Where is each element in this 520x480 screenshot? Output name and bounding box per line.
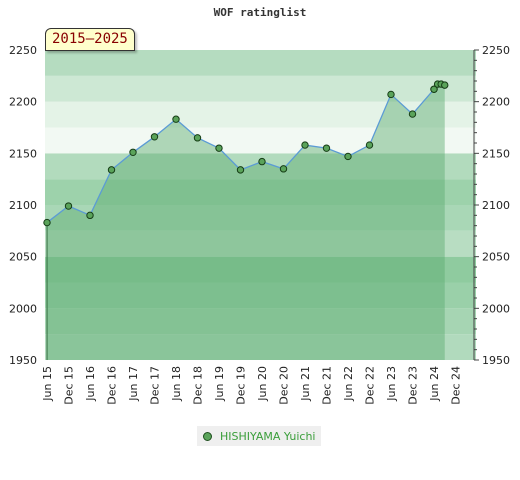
data-point — [430, 85, 438, 93]
y-tick-label-right: 2250 — [482, 44, 510, 57]
legend-label: HISHIYAMA Yuichi — [220, 429, 316, 443]
series-line — [46, 83, 445, 224]
data-point — [441, 81, 449, 89]
data-point — [322, 144, 331, 152]
x-axis: Jun 15 Dec 15 Jun 16 Dec 16 Jun 17 Dec 17 Jun … — [41, 366, 463, 405]
y-tick-label-right: 2050 — [482, 251, 510, 264]
data-point — [64, 202, 73, 210]
data-point — [236, 166, 245, 174]
y-tick-label-right: 2200 — [482, 96, 510, 109]
x-tick-label: Dec 18 — [192, 366, 205, 405]
grid-band — [45, 127, 476, 154]
data-point — [150, 133, 159, 141]
grid-band — [45, 179, 476, 205]
x-tick-label: Jun 20 — [256, 366, 269, 402]
x-tick-label: Jun 19 — [213, 366, 226, 402]
x-tick-label: Jun 16 — [84, 366, 97, 402]
data-point — [344, 152, 352, 161]
y-axis-left: 1950 2000 2050 2100 2150 2200 2250 — [9, 44, 37, 367]
x-tick-label: Jun 18 — [170, 366, 183, 402]
data-point — [193, 134, 202, 142]
grid-band — [45, 282, 476, 309]
grid-band — [45, 256, 476, 283]
y-tick-label-left: 2250 — [9, 44, 37, 57]
legend-marker-icon — [203, 431, 212, 441]
y-tick-label-left: 2200 — [9, 96, 37, 109]
chart-title: WOF ratinglist — [213, 6, 307, 19]
y-tick-label-left: 2050 — [9, 251, 37, 264]
grid-band — [45, 50, 476, 76]
x-tick-label: Dec 24 — [450, 366, 463, 405]
x-tick-label: Jun 23 — [385, 366, 398, 402]
data-point — [365, 141, 374, 149]
data-point — [258, 157, 266, 166]
data-point — [387, 90, 395, 99]
data-point — [215, 144, 223, 152]
data-point — [129, 148, 137, 157]
x-tick-label: Dec 23 — [407, 366, 420, 405]
x-tick-label: Dec 15 — [63, 366, 76, 405]
y-axis-right: 1950 2000 2050 2100 2150 2200 2250 — [473, 44, 510, 367]
x-tick-label: Jun 24 — [428, 366, 441, 402]
data-point — [107, 166, 116, 174]
points-layer — [43, 80, 449, 227]
x-tick-label: Dec 20 — [278, 366, 291, 405]
data-point — [301, 141, 309, 149]
y-tick-label-left: 2000 — [9, 302, 37, 315]
data-point — [279, 165, 288, 173]
y-tick-label-left: 1950 — [9, 354, 37, 367]
period-badge: 2015–2025 — [45, 28, 135, 51]
data-point — [86, 211, 94, 220]
x-tick-label: Jun 21 — [299, 366, 312, 402]
y-tick-label-right: 2000 — [482, 302, 510, 315]
background-bands — [45, 50, 476, 360]
x-tick-label: Dec 17 — [149, 366, 162, 405]
grid-band — [45, 334, 476, 360]
grid-band — [45, 230, 476, 257]
data-point — [408, 110, 417, 118]
grid-band — [45, 205, 476, 231]
y-tick-label-right: 2150 — [482, 147, 510, 160]
data-point — [172, 115, 180, 123]
y-tick-label-left: 2100 — [9, 199, 37, 212]
x-tick-label: Jun 17 — [127, 366, 140, 402]
x-tick-label: Dec 22 — [364, 366, 377, 405]
x-tick-label: Jun 22 — [342, 366, 355, 402]
y-tick-label-right: 2100 — [482, 199, 510, 212]
series-area-fill — [47, 84, 445, 360]
x-tick-label: Dec 19 — [235, 366, 248, 405]
x-tick-label: Jun 15 — [41, 366, 54, 402]
x-tick-label: Dec 21 — [321, 366, 334, 405]
x-tick-label: Dec 16 — [106, 366, 119, 405]
grid-band — [45, 75, 476, 102]
area-layer — [46, 83, 445, 360]
legend[interactable]: HISHIYAMA Yuichi — [197, 426, 322, 446]
grid-band — [45, 308, 476, 335]
y-tick-label-right: 1950 — [482, 354, 510, 367]
data-point — [43, 218, 51, 227]
y-tick-label-left: 2150 — [9, 147, 37, 160]
